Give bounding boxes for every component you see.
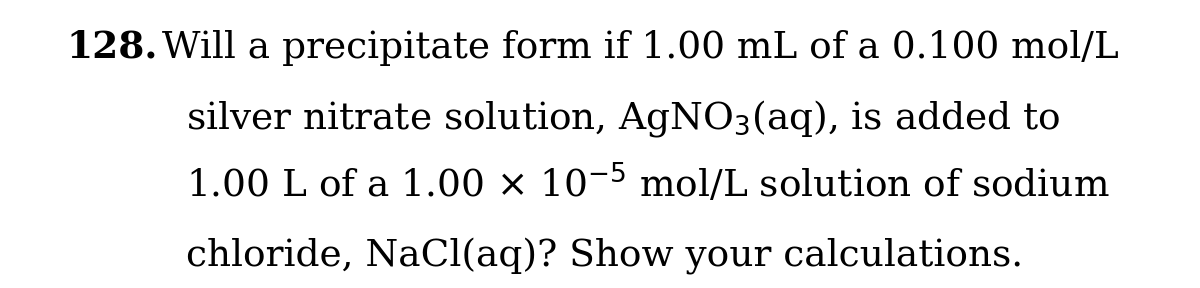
Text: chloride, NaCl(aq)? Show your calculations.: chloride, NaCl(aq)? Show your calculatio…: [186, 238, 1024, 275]
Text: silver nitrate solution, AgNO$_3$(aq), is added to: silver nitrate solution, AgNO$_3$(aq), i…: [186, 98, 1061, 139]
Text: Will a precipitate form if 1.00 mL of a 0.100 mol/L: Will a precipitate form if 1.00 mL of a …: [162, 30, 1118, 66]
Text: 128.: 128.: [66, 29, 157, 66]
Text: 1.00 L of a 1.00 $\times$ 10$^{-5}$ mol/L solution of sodium: 1.00 L of a 1.00 $\times$ 10$^{-5}$ mol/…: [186, 162, 1110, 205]
